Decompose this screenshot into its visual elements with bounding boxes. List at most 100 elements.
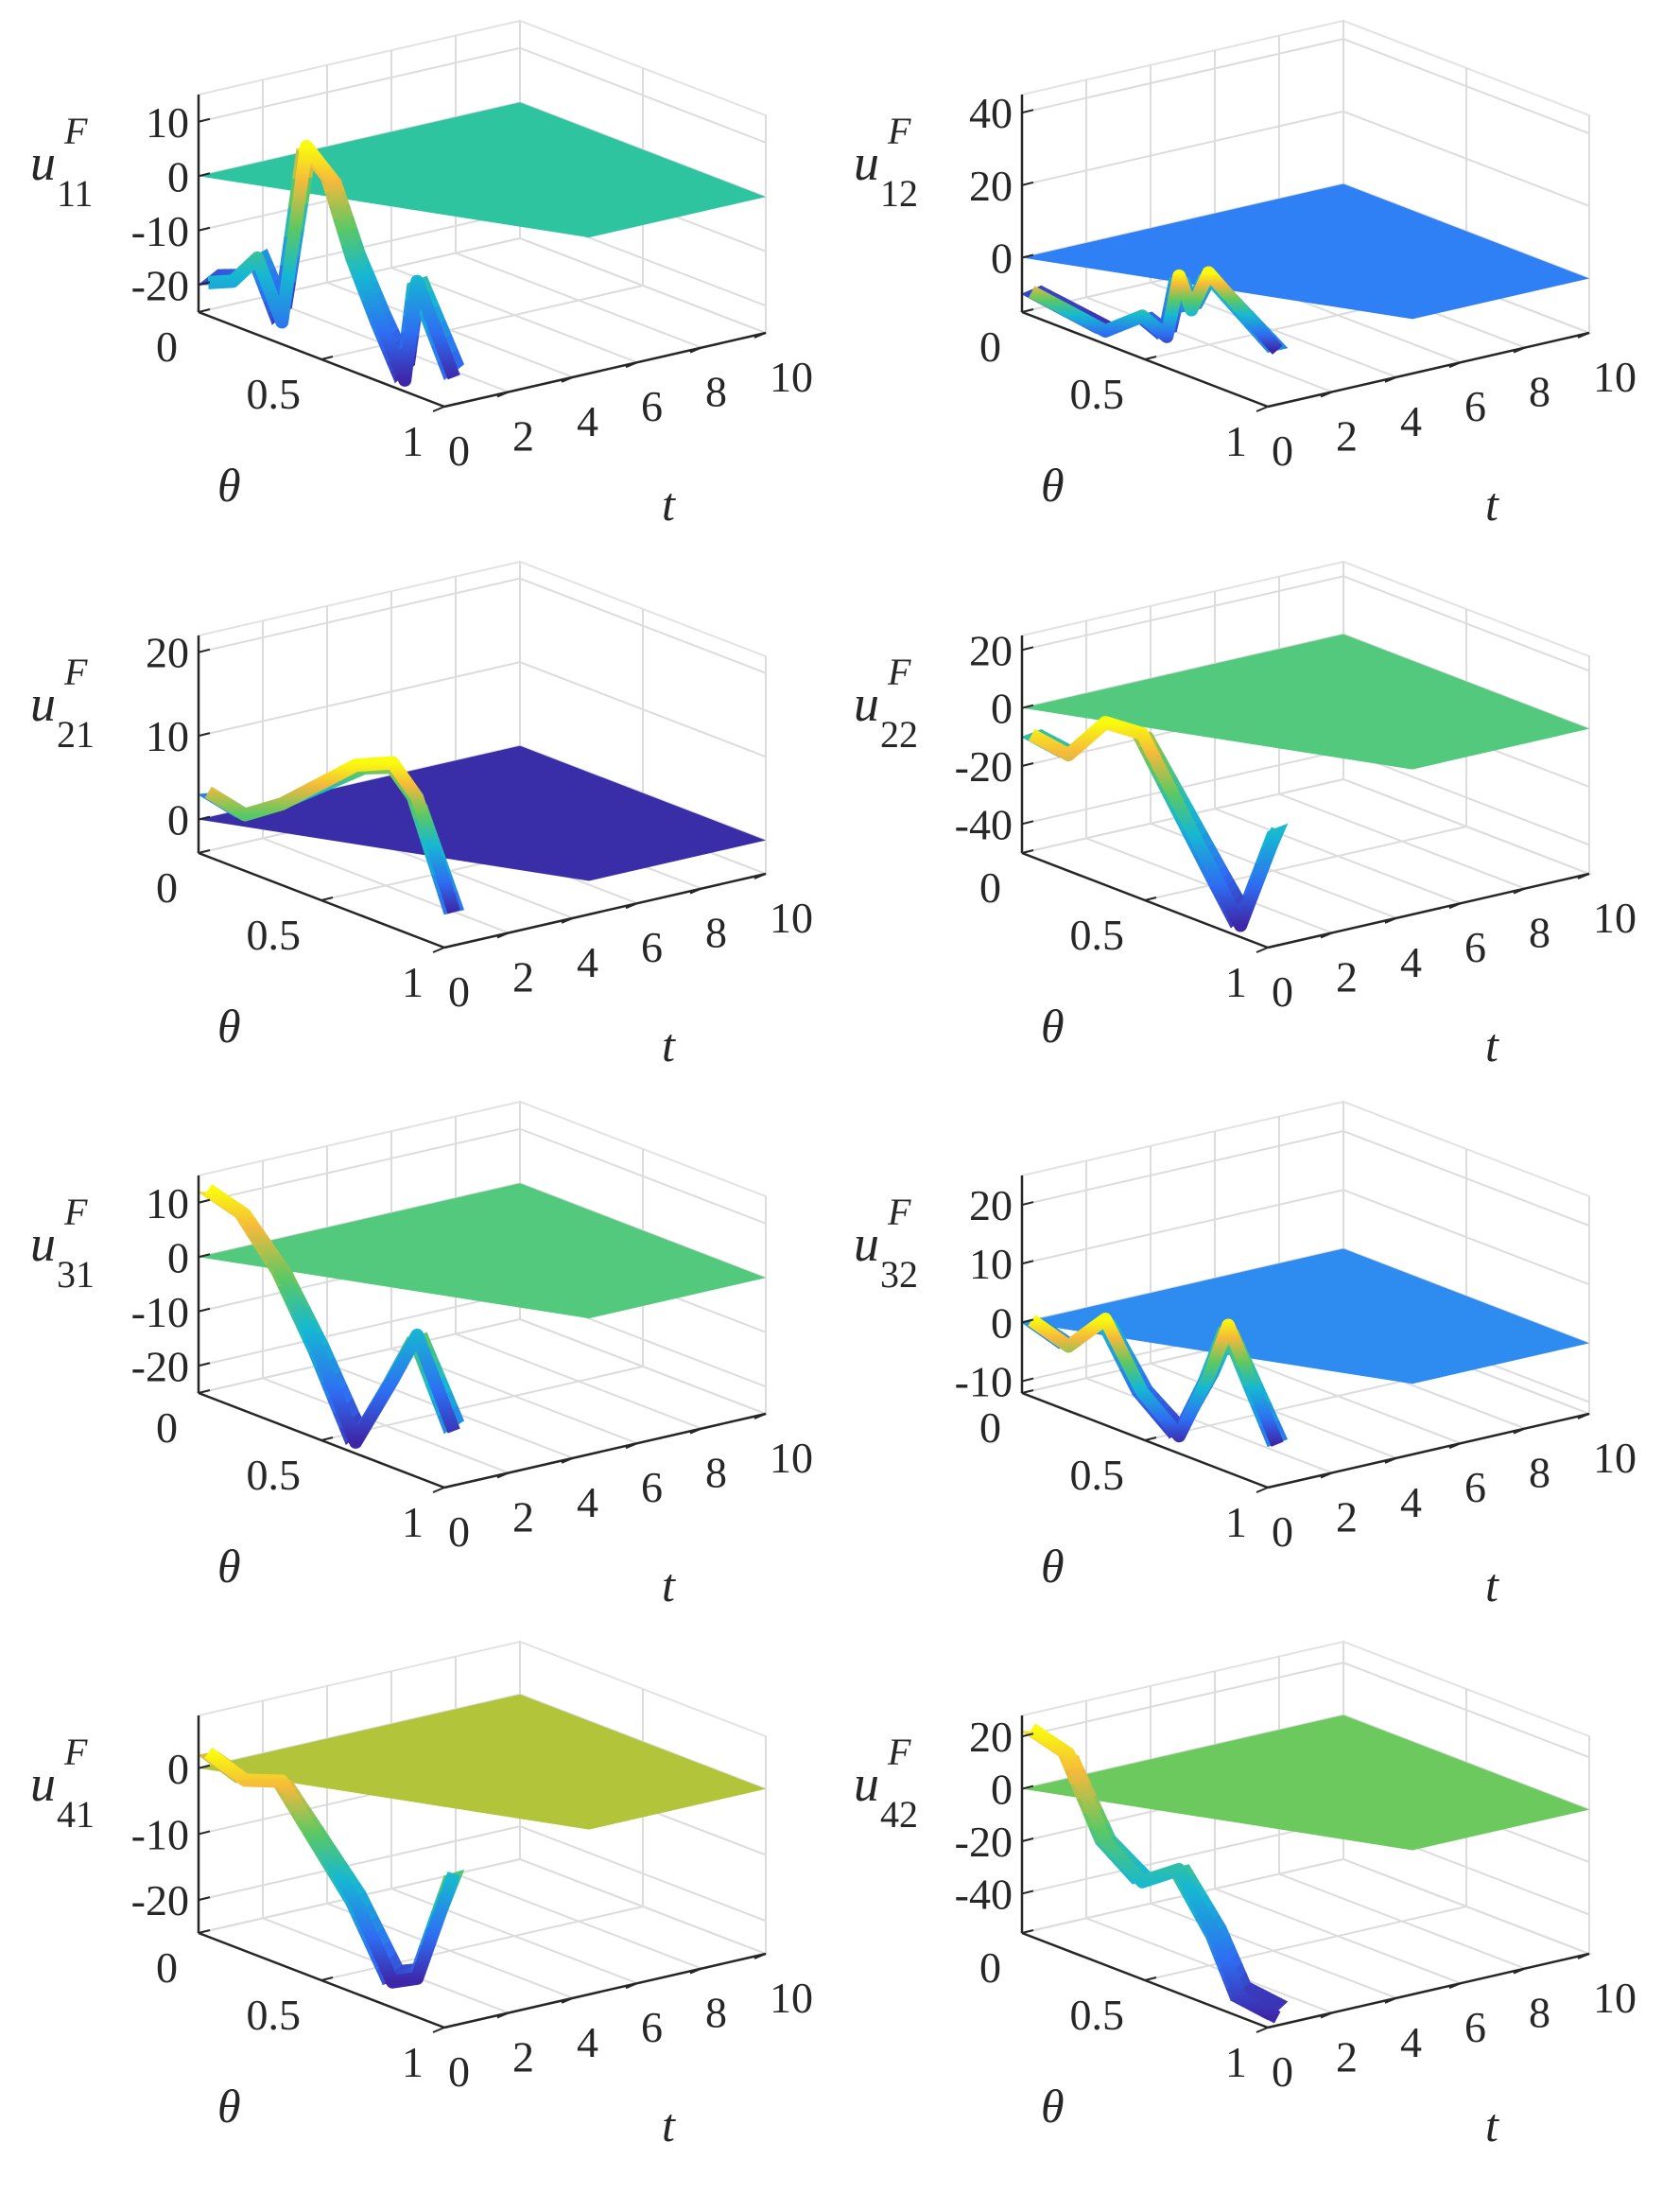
t-tick-label: 6 bbox=[641, 2003, 663, 2051]
t-tick-label: 8 bbox=[1529, 909, 1550, 957]
z-axis-label: uF 21 bbox=[30, 651, 95, 756]
theta-tick bbox=[320, 1976, 334, 1981]
z-tick-label: 10 bbox=[146, 1179, 189, 1228]
t-tick bbox=[753, 1953, 767, 1959]
t-tick bbox=[625, 902, 638, 910]
theta-tick bbox=[198, 1929, 211, 1934]
z-tick-label: -20 bbox=[131, 1876, 189, 1924]
wall-grid-z bbox=[1021, 38, 1590, 135]
z-tick bbox=[198, 1198, 211, 1204]
t-tick-label: 2 bbox=[512, 411, 534, 460]
z-tick-label: 0 bbox=[167, 796, 189, 845]
z-tick-label: -20 bbox=[131, 261, 189, 309]
t-tick bbox=[1577, 873, 1590, 879]
z-label-sub: 22 bbox=[880, 713, 918, 756]
z-axis-label: uF 41 bbox=[30, 1731, 95, 1836]
t-axis-line bbox=[443, 1952, 767, 2029]
theta-tick-label: 1 bbox=[1225, 417, 1247, 465]
t-tick-label: 8 bbox=[1529, 1449, 1550, 1497]
z-tick bbox=[198, 1896, 211, 1902]
z-label-sup: F bbox=[887, 1731, 911, 1773]
t-tick-label: 10 bbox=[770, 1974, 813, 2022]
z-tick bbox=[198, 281, 211, 287]
t-tick-label: 6 bbox=[1464, 2003, 1486, 2051]
z-label-sup: F bbox=[63, 1191, 88, 1233]
t-axis-label: t bbox=[1485, 1558, 1499, 1611]
theta-tick bbox=[320, 356, 334, 360]
t-tick bbox=[1448, 361, 1462, 369]
t-tick bbox=[1577, 1413, 1590, 1419]
theta-tick bbox=[1267, 2024, 1280, 2029]
t-tick-label: 10 bbox=[1593, 1974, 1637, 2022]
z-axis-label: uF 11 bbox=[30, 110, 94, 215]
z-axis-label: uF 42 bbox=[854, 1731, 918, 1836]
t-tick-label: 10 bbox=[770, 353, 813, 401]
theta-tick-label: 1 bbox=[1225, 1498, 1247, 1546]
t-tick bbox=[689, 1967, 702, 1975]
t-axis-label: t bbox=[662, 478, 676, 531]
theta-tick bbox=[198, 849, 211, 854]
z-tick bbox=[198, 815, 211, 821]
profile-ribbon bbox=[204, 1184, 460, 1449]
z-tick bbox=[1021, 1733, 1034, 1738]
t-tick bbox=[432, 947, 445, 953]
t-tick bbox=[753, 873, 767, 879]
theta-tick-label: 0.5 bbox=[247, 911, 302, 959]
z-label-sub: 11 bbox=[57, 172, 94, 215]
z-tick bbox=[198, 226, 211, 232]
t-tick bbox=[432, 2027, 445, 2033]
t-tick-label: 8 bbox=[705, 1989, 727, 2037]
z-axis-label: uF 32 bbox=[854, 1191, 918, 1296]
theta-tick-label: 0.5 bbox=[1070, 370, 1125, 418]
z-tick-label: 20 bbox=[146, 629, 189, 677]
z-tick bbox=[1021, 1377, 1034, 1383]
t-tick bbox=[1577, 332, 1590, 339]
z-tick-label: -20 bbox=[955, 1818, 1013, 1866]
theta-tick bbox=[1267, 1484, 1280, 1489]
t-tick-label: 4 bbox=[577, 1478, 598, 1526]
z-tick bbox=[198, 117, 211, 123]
z-tick-label: -40 bbox=[955, 800, 1013, 848]
theta-tick-label: 0.5 bbox=[1070, 911, 1125, 959]
theta-axis-label: θ bbox=[1041, 459, 1065, 512]
t-axis-label: t bbox=[662, 1019, 676, 1071]
z-tick bbox=[1021, 1318, 1034, 1324]
z-tick-label: 40 bbox=[969, 89, 1013, 137]
z-tick-label: -20 bbox=[131, 1342, 189, 1390]
floor-grid-theta bbox=[1144, 826, 1467, 901]
z-label-sub: 42 bbox=[880, 1793, 918, 1836]
z-label-sup: F bbox=[887, 651, 911, 693]
t-axis-label: t bbox=[1485, 2098, 1499, 2151]
t-tick bbox=[1513, 1427, 1526, 1435]
theta-tick-label: 0.5 bbox=[247, 1451, 302, 1499]
z-label-base: u bbox=[854, 1755, 879, 1812]
t-tick-label: 10 bbox=[1593, 1434, 1637, 1482]
plateau-surface bbox=[1022, 1248, 1589, 1384]
plateau-surface bbox=[1022, 634, 1589, 770]
floor-grid-theta bbox=[1144, 1906, 1467, 1981]
theta-tick-label: 0 bbox=[979, 322, 1001, 371]
t-axis-label: t bbox=[1485, 1019, 1499, 1071]
t-tick-label: 6 bbox=[641, 382, 663, 430]
theta-tick bbox=[198, 1389, 211, 1394]
t-tick bbox=[1256, 2027, 1269, 2033]
z-tick-label: 10 bbox=[969, 1240, 1013, 1288]
z-tick bbox=[198, 1307, 211, 1313]
t-tick bbox=[689, 1427, 702, 1435]
t-tick-label: 8 bbox=[705, 1449, 727, 1497]
z-tick-label: 0 bbox=[167, 1745, 189, 1793]
t-tick-label: 10 bbox=[1593, 353, 1637, 401]
t-axis-line bbox=[443, 1412, 767, 1489]
t-tick bbox=[496, 2011, 510, 2019]
z-tick-label: -10 bbox=[131, 207, 189, 255]
theta-axis-label: θ bbox=[217, 459, 241, 512]
t-tick bbox=[1448, 1982, 1462, 1990]
wall-grid-z bbox=[198, 1825, 767, 1923]
